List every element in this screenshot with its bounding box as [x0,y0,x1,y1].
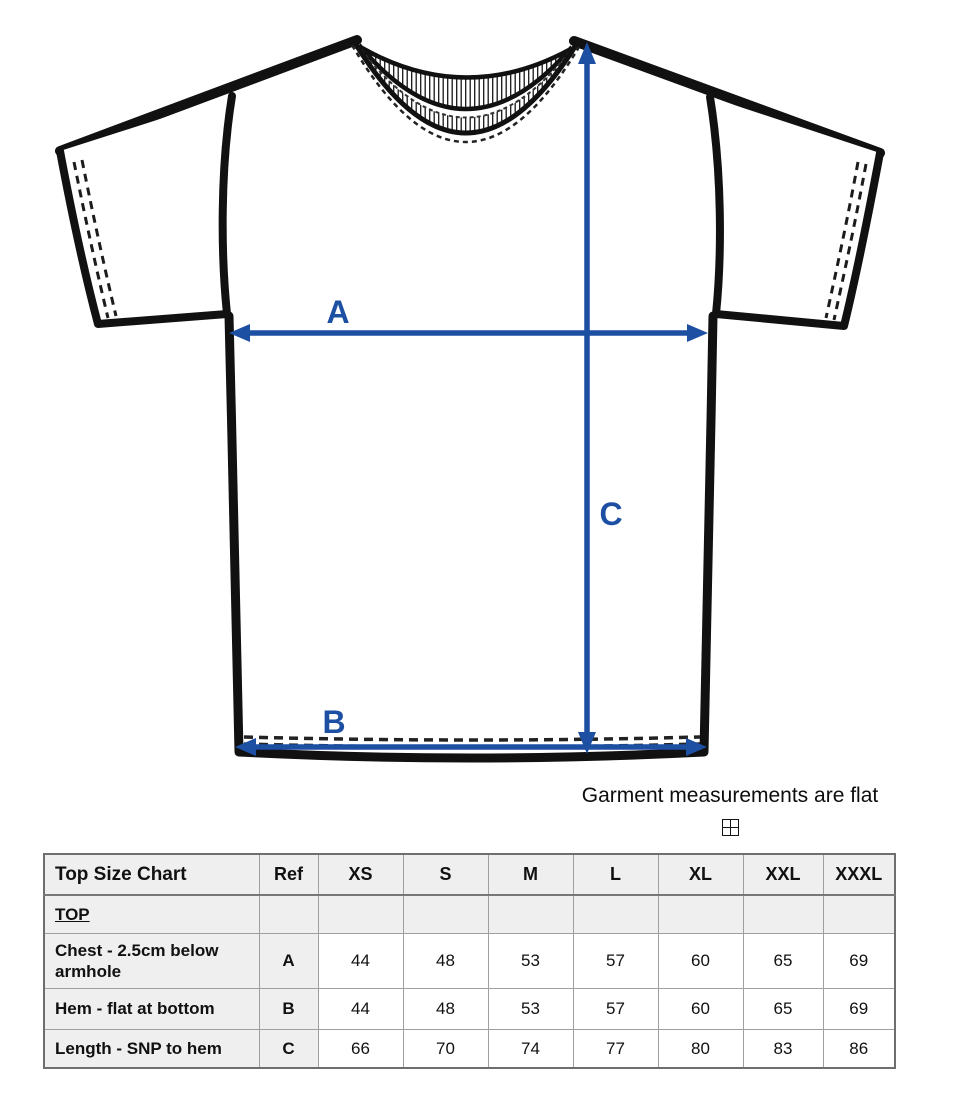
size-table-header-row: Top Size Chart Ref XS S M L XL XXL XXXL [43,853,896,896]
cell-value: 60 [657,933,744,989]
cell-value: 44 [317,988,404,1030]
tshirt-diagram: A C B [55,35,885,763]
section-label: TOP [43,894,260,934]
column-ref: Ref [258,853,319,896]
size-table: Top Size Chart Ref XS S M L XL XXL XXXL … [43,853,896,1069]
table-row-hem: Hem - flat at bottom B 44 48 53 57 60 65… [43,988,896,1030]
cell-value: 65 [742,988,824,1030]
cell-value: 66 [317,1029,404,1069]
table-row-length: Length - SNP to hem C 66 70 74 77 80 83 … [43,1029,896,1069]
left-shoulder-seam [55,35,362,156]
cell-value: 57 [572,933,659,989]
row-label: Chest - 2.5cm below armhole [43,933,260,989]
table-row-chest: Chest - 2.5cm below armhole A 44 48 53 5… [43,933,896,989]
column-xxl: XXL [742,853,824,896]
cell-value: 57 [572,988,659,1030]
section-row-top: TOP [43,894,896,934]
cell-value: 69 [822,933,896,989]
cell-value: 77 [572,1029,659,1069]
measure-label-a: A [326,294,349,330]
row-ref: C [258,1029,319,1069]
cell-value: 48 [402,988,489,1030]
plus-vertical-bar [729,820,732,835]
right-sleeve [706,93,884,330]
column-s: S [402,853,489,896]
row-ref: B [258,988,319,1030]
collar-outer-stitching [350,44,581,144]
flat-measurement-note: Garment measurements are flat [581,784,879,807]
measure-label-b: B [322,704,345,740]
cell-value: 65 [742,933,824,989]
table-title: Top Size Chart [43,853,260,896]
cell-value: 70 [402,1029,489,1069]
left-sleeve [56,92,236,328]
measurement-arrow-a [229,324,708,342]
cell-value: 60 [657,988,744,1030]
column-xxxl: XXXL [822,853,896,896]
collar [350,41,581,144]
left-sleeve-stitching [72,161,110,319]
cell-value: 86 [822,1029,896,1069]
row-label: Hem - flat at bottom [43,988,260,1030]
right-sleeve-stitching [832,163,868,321]
column-m: M [487,853,574,896]
cell-value: 80 [657,1029,744,1069]
measure-label-c: C [599,496,622,532]
cell-value: 48 [402,933,489,989]
cell-value: 83 [742,1029,824,1069]
cell-value: 53 [487,988,574,1030]
row-label: Length - SNP to hem [43,1029,260,1069]
row-ref: A [258,933,319,989]
shirt-body [224,311,718,763]
expand-plus-icon[interactable] [722,819,739,836]
right-shoulder-seam [569,36,885,158]
measurement-arrow-c [578,42,596,754]
column-l: L [572,853,659,896]
cell-value: 74 [487,1029,574,1069]
measurement-arrow-b [235,738,707,756]
cell-value: 44 [317,933,404,989]
column-xl: XL [657,853,744,896]
cell-value: 69 [822,988,896,1030]
cell-value: 53 [487,933,574,989]
column-xs: XS [317,853,404,896]
